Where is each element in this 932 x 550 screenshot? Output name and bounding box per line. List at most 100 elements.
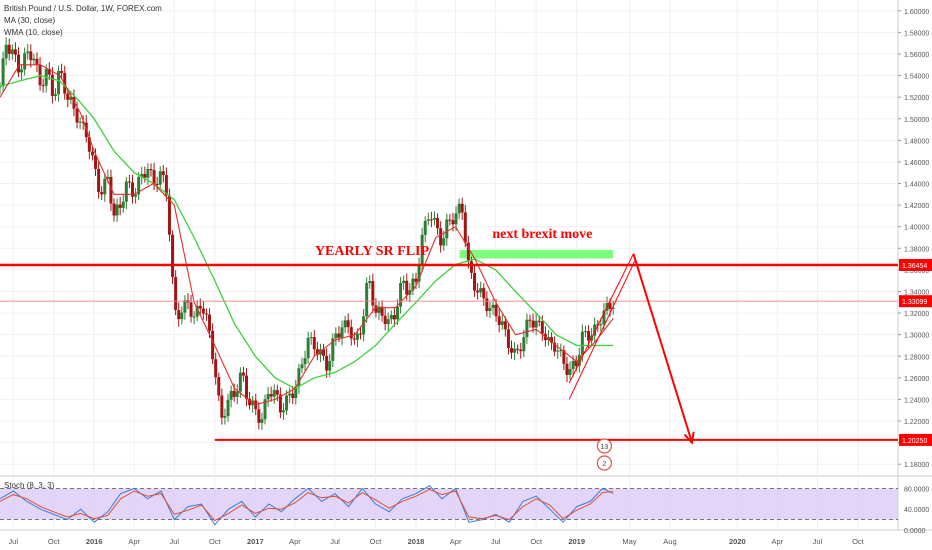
candle [479,288,483,293]
price-tick-label: 1.40000 [904,225,929,232]
time-tick-label: Oct [370,537,383,546]
stoch-axis: 0.0000 40.0000 80.0000 Stoch (8, 3, 3) [4,481,929,535]
wedge-upper-line [568,253,634,384]
price-label-box [899,258,932,271]
candle [174,276,178,311]
candle [57,70,61,95]
candle [510,347,514,353]
candle [235,391,239,397]
candle [248,398,252,406]
candle [241,372,245,376]
price-axis[interactable]: 1.180001.200001.220001.240001.260001.280… [898,9,929,469]
candle [94,155,98,169]
candle [608,303,612,309]
moving-averages [0,64,614,406]
candle [134,194,138,197]
candle [167,195,171,235]
candle [522,337,526,352]
candle [118,204,122,208]
candle [346,320,350,328]
price-tick-label: 1.50000 [904,117,929,124]
candle [534,320,538,328]
event-marker-label: 2 [602,461,606,468]
candle [500,321,504,325]
candle [516,348,520,350]
candle [112,203,116,216]
candle [577,354,581,366]
candle [466,242,470,262]
candle [426,219,430,221]
candle [395,306,399,320]
candle [519,349,523,352]
stoch-d-line [0,488,614,522]
candle [583,331,587,333]
candle [16,54,20,73]
annotations: next brexit move YEARLY SR FLIP [0,227,898,445]
candle [331,338,335,361]
price-tick-label: 1.28000 [904,354,929,361]
time-tick-label: Apr [128,537,140,546]
time-tick-label: Jul [8,537,18,546]
candle [195,305,199,317]
candle [568,369,572,375]
event-marker[interactable] [596,455,612,471]
candle [97,168,101,193]
candle [482,288,486,299]
candle [23,53,27,70]
candle [263,399,267,420]
candle [463,212,467,243]
candle [10,49,14,54]
candle [340,327,344,338]
price-tick-label: 1.18000 [904,462,929,469]
candle [81,121,85,123]
time-tick-label: 2017 [247,537,264,546]
candle [75,108,79,123]
candle [229,390,233,400]
candle [41,85,45,87]
stoch-guides [0,487,898,520]
ma-legend: MA (30, close) [4,16,56,25]
candle [368,281,372,284]
candle [411,278,415,291]
candle [587,331,591,341]
price-tick-label: 1.24000 [904,397,929,404]
candle [343,320,347,328]
candle [149,169,153,171]
chart-title: British Pound / U.S. Dollar, 1W, FOREX.c… [4,4,162,13]
time-tick-label: Apr [450,537,462,546]
candle [553,342,557,352]
candle [146,169,150,178]
candle [87,137,91,152]
event-markers[interactable]: 13 2 [596,438,612,471]
event-marker[interactable] [596,438,612,454]
time-axis[interactable]: Jul Oct 2016 Apr Jul Oct 2017 Apr Jul Oct 2018 Apr J… [8,537,864,546]
candle [306,337,310,359]
candle [297,368,301,387]
candle [257,409,261,423]
candle [405,280,409,295]
candle [137,176,141,195]
wedge-lower-line [568,258,637,400]
projection-arrow-line [632,253,693,443]
candle [115,204,119,216]
candle [611,307,615,309]
candle [593,324,597,336]
time-tick-label: Jul [330,537,340,546]
candle [220,395,224,418]
stoch-title: Stoch (8, 3, 3) [4,481,55,490]
candle [208,314,212,331]
candle [275,390,279,395]
candle [238,372,242,392]
candle [201,308,205,314]
candle [217,377,221,396]
candle [155,184,159,186]
candle [177,310,181,320]
time-tick-label: Jul [170,537,180,546]
candle [211,330,215,360]
candle [192,316,196,318]
candle [272,390,276,397]
candle [66,93,70,100]
price-tick-label: 1.42000 [904,203,929,210]
candle [161,171,165,175]
